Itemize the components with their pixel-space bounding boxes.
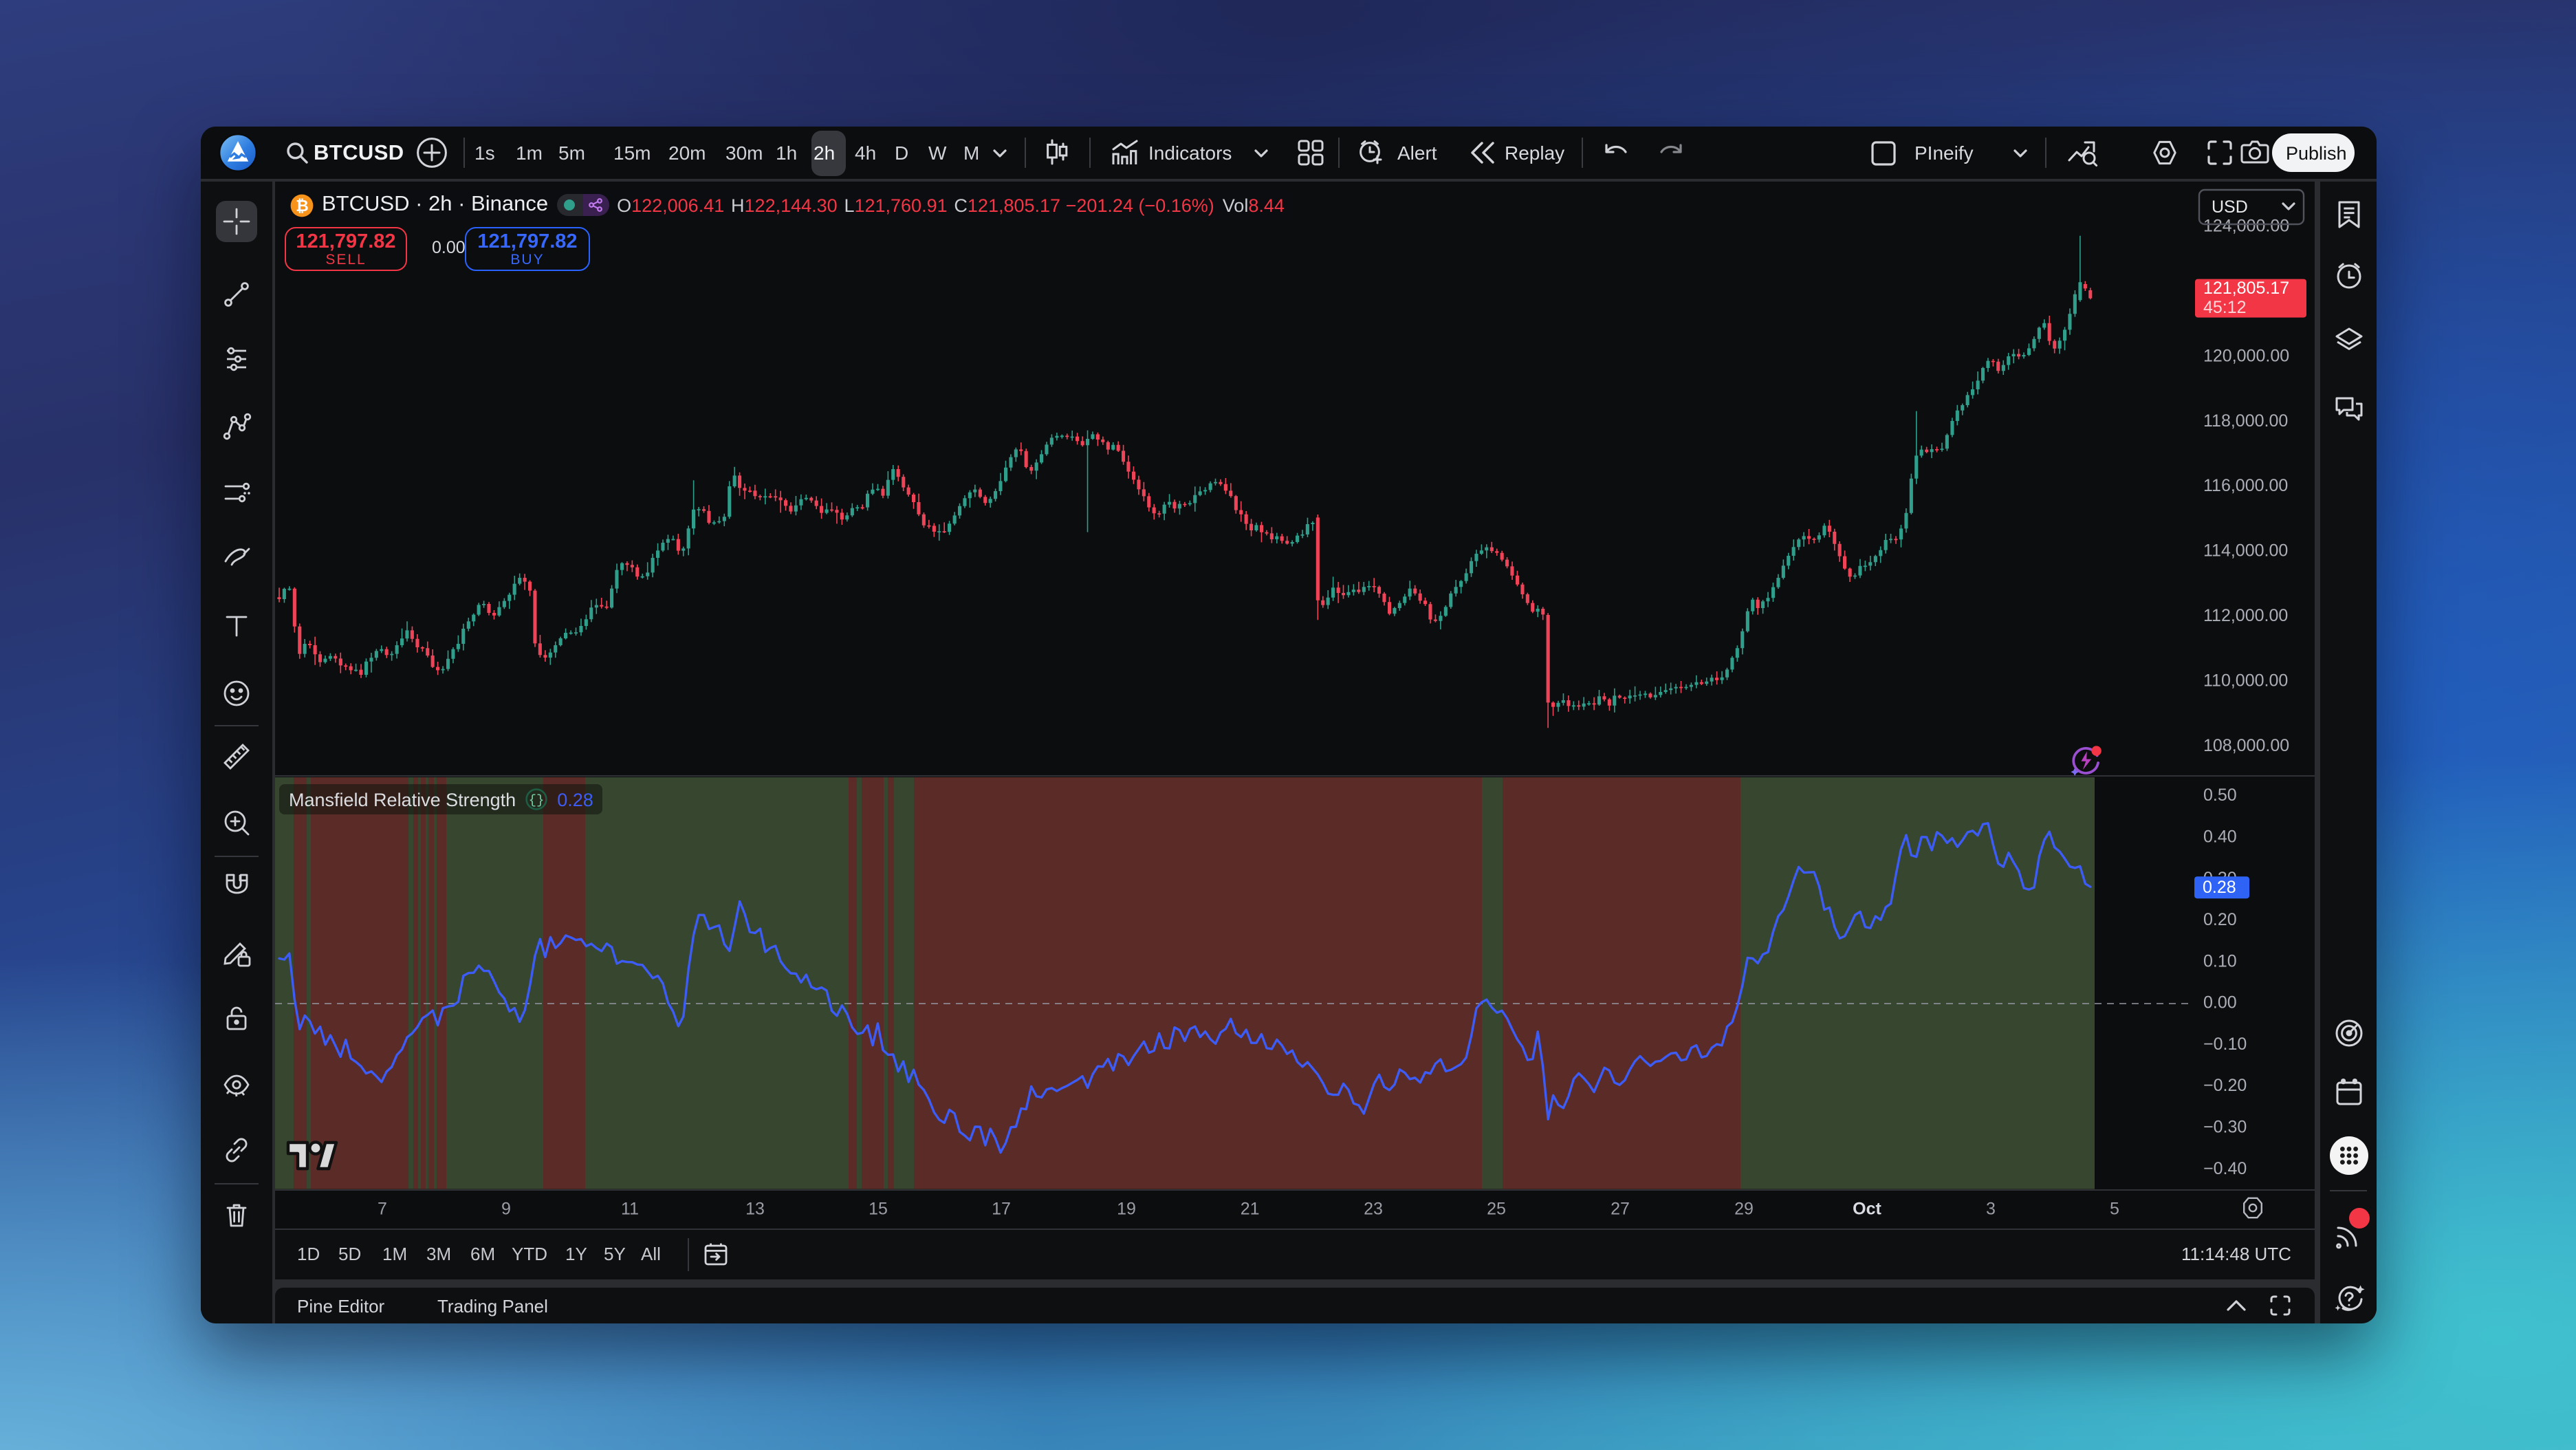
svg-text:5: 5 — [2110, 1200, 2119, 1219]
svg-text:15: 15 — [869, 1200, 888, 1219]
svg-text:13: 13 — [745, 1200, 765, 1219]
svg-text:0.40: 0.40 — [2203, 827, 2237, 846]
svg-text:0.20: 0.20 — [2203, 910, 2237, 929]
svg-text:17: 17 — [992, 1200, 1011, 1219]
svg-text:118,000.00: 118,000.00 — [2203, 411, 2288, 431]
svg-text:9: 9 — [501, 1200, 511, 1219]
svg-text:−0.20: −0.20 — [2203, 1076, 2247, 1095]
svg-text:0.10: 0.10 — [2203, 951, 2237, 971]
svg-text:29: 29 — [1734, 1200, 1754, 1219]
svg-text:19: 19 — [1117, 1200, 1136, 1219]
svg-text:0.50: 0.50 — [2203, 786, 2237, 805]
svg-text:27: 27 — [1611, 1200, 1630, 1219]
svg-text:−0.10: −0.10 — [2203, 1035, 2247, 1054]
svg-text:21: 21 — [1241, 1200, 1260, 1219]
svg-text:110,000.00: 110,000.00 — [2203, 671, 2288, 690]
svg-text:0.00: 0.00 — [2203, 993, 2237, 1013]
svg-text:₿: ₿ — [296, 196, 309, 214]
svg-text:Oct: Oct — [1853, 1200, 1881, 1219]
svg-text:−0.40: −0.40 — [2203, 1159, 2247, 1178]
svg-text:USD: USD — [2212, 197, 2248, 217]
svg-text:112,000.00: 112,000.00 — [2203, 606, 2288, 625]
svg-text:23: 23 — [1364, 1200, 1383, 1219]
svg-text:121,805.17: 121,805.17 — [2203, 279, 2289, 298]
svg-text:−0.30: −0.30 — [2203, 1118, 2247, 1137]
svg-text:25: 25 — [1487, 1200, 1506, 1219]
svg-text:3: 3 — [1986, 1200, 1996, 1219]
svg-text:45:12: 45:12 — [2203, 298, 2247, 317]
svg-text:11: 11 — [621, 1200, 639, 1219]
svg-text:116,000.00: 116,000.00 — [2203, 476, 2288, 495]
svg-text:7: 7 — [378, 1200, 387, 1219]
svg-text:{}: {} — [529, 792, 545, 808]
svg-text:108,000.00: 108,000.00 — [2203, 736, 2289, 755]
svg-text:124,000.00: 124,000.00 — [2203, 217, 2289, 236]
svg-text:120,000.00: 120,000.00 — [2203, 346, 2289, 365]
svg-text:114,000.00: 114,000.00 — [2203, 541, 2288, 561]
svg-text:0.28: 0.28 — [2203, 878, 2236, 897]
